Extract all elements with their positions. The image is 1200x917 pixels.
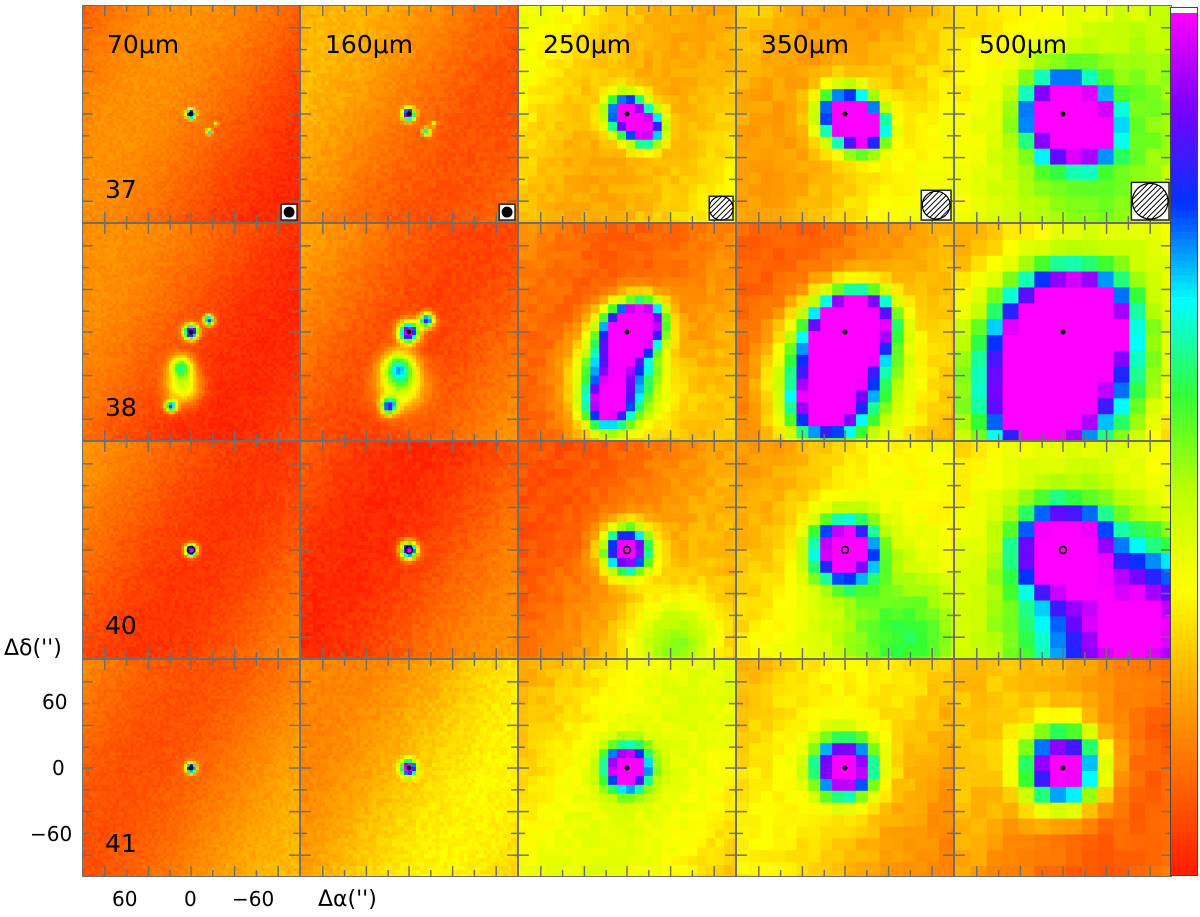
map-panel: 70μm 37 bbox=[82, 5, 300, 223]
y-tick-label: 60 bbox=[42, 690, 67, 714]
beam-ellipse-icon bbox=[708, 195, 734, 221]
source-center-marker-icon bbox=[624, 329, 630, 335]
intensity-map bbox=[955, 442, 1171, 658]
source-center-marker-icon bbox=[188, 111, 194, 117]
source-center-marker-icon bbox=[406, 329, 412, 335]
map-panel: 40 bbox=[82, 441, 300, 659]
map-panel bbox=[518, 659, 736, 877]
y-axis-label: Δδ('') bbox=[4, 636, 62, 661]
intensity-map bbox=[83, 442, 299, 658]
source-center-marker-icon bbox=[624, 111, 630, 117]
beam-ellipse-icon bbox=[921, 190, 951, 220]
source-center-marker-icon bbox=[842, 765, 848, 771]
map-panel bbox=[300, 441, 518, 659]
intensity-map bbox=[301, 442, 517, 658]
map-panel bbox=[736, 441, 954, 659]
source-center-marker-icon bbox=[186, 545, 196, 555]
x-tick-label: 60 bbox=[112, 887, 137, 911]
intensity-map bbox=[737, 6, 953, 222]
map-panel bbox=[954, 223, 1172, 441]
intensity-map bbox=[519, 6, 735, 222]
intensity-map bbox=[955, 660, 1171, 876]
map-panel bbox=[954, 659, 1172, 877]
source-center-marker-icon bbox=[842, 329, 848, 335]
map-panel: 38 bbox=[82, 223, 300, 441]
beam-ellipse-icon bbox=[283, 206, 295, 218]
intensity-map bbox=[301, 660, 517, 876]
map-panel: 160μm bbox=[300, 5, 518, 223]
source-center-marker-icon bbox=[188, 765, 194, 771]
colorbar bbox=[1170, 7, 1198, 876]
x-tick-label: 0 bbox=[184, 887, 197, 911]
source-center-marker-icon bbox=[622, 545, 632, 555]
beam-ellipse-icon bbox=[501, 206, 513, 218]
source-center-marker-icon bbox=[1058, 545, 1068, 555]
x-axis-label: Δα('') bbox=[318, 887, 377, 912]
source-center-marker-icon bbox=[406, 111, 412, 117]
map-panel bbox=[300, 659, 518, 877]
source-center-marker-icon bbox=[404, 545, 414, 555]
map-panel bbox=[518, 223, 736, 441]
source-center-marker-icon bbox=[1060, 765, 1066, 771]
intensity-map bbox=[955, 224, 1171, 440]
intensity-map bbox=[301, 6, 517, 222]
intensity-map bbox=[955, 6, 1171, 222]
source-center-marker-icon bbox=[188, 329, 194, 335]
intensity-map bbox=[519, 442, 735, 658]
intensity-map bbox=[519, 660, 735, 876]
source-center-marker-icon bbox=[1060, 329, 1066, 335]
map-panel: 350μm bbox=[736, 5, 954, 223]
source-center-marker-icon bbox=[840, 545, 850, 555]
source-center-marker-icon bbox=[406, 765, 412, 771]
map-panel bbox=[300, 223, 518, 441]
colorbar-gradient bbox=[1171, 8, 1197, 876]
intensity-map bbox=[519, 224, 735, 440]
map-panel: 500μm bbox=[954, 5, 1172, 223]
intensity-map bbox=[737, 442, 953, 658]
x-tick-label: −60 bbox=[232, 887, 274, 911]
source-center-marker-icon bbox=[624, 765, 630, 771]
source-center-marker-icon bbox=[842, 111, 848, 117]
map-panel: 250μm bbox=[518, 5, 736, 223]
intensity-map bbox=[83, 224, 299, 440]
map-panel: 41 bbox=[82, 659, 300, 877]
intensity-map bbox=[737, 224, 953, 440]
map-panel bbox=[736, 223, 954, 441]
intensity-map bbox=[301, 224, 517, 440]
intensity-map bbox=[737, 660, 953, 876]
intensity-map bbox=[83, 6, 299, 222]
map-panel bbox=[518, 441, 736, 659]
y-tick-label: −60 bbox=[30, 822, 72, 846]
y-tick-label: 0 bbox=[52, 756, 65, 780]
map-panel bbox=[954, 441, 1172, 659]
map-panel bbox=[736, 659, 954, 877]
beam-ellipse-icon bbox=[1131, 182, 1169, 220]
intensity-map bbox=[83, 660, 299, 876]
source-center-marker-icon bbox=[1060, 111, 1066, 117]
